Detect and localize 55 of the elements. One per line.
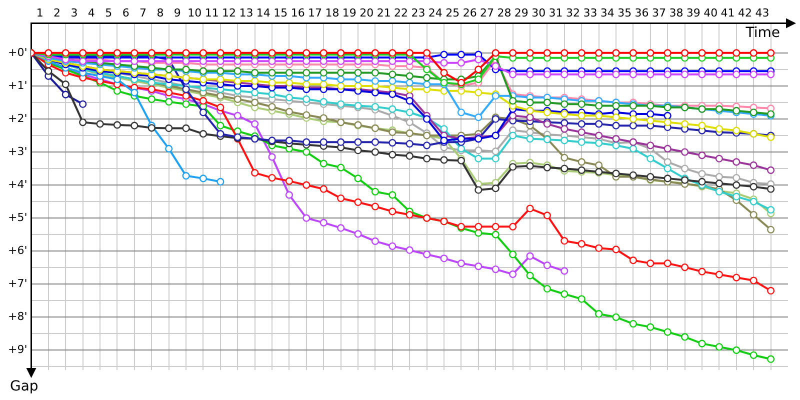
x-tick-label: 13	[239, 6, 254, 20]
x-tick-label: 11	[204, 6, 219, 20]
x-axis-title: Time	[744, 24, 780, 41]
y-tick-label: +5'	[8, 210, 28, 224]
x-tick-label: 41	[720, 6, 735, 20]
x-tick-label: 26	[462, 6, 477, 20]
x-tick-label: 2	[54, 6, 61, 20]
x-tick-label: 1	[36, 6, 44, 20]
x-tick-label: 25	[446, 6, 460, 20]
x-tick-label: 9	[174, 6, 181, 20]
x-tick-label: 20	[360, 6, 374, 20]
x-tick-label: 21	[376, 6, 391, 20]
x-tick-label: 5	[105, 6, 112, 20]
x-tick-label: 42	[738, 6, 752, 20]
x-tick-label: 14	[256, 6, 270, 20]
x-tick-label: 6	[122, 6, 130, 20]
x-tick-label: 40	[704, 6, 718, 20]
x-tick-label: 34	[600, 6, 614, 20]
x-tick-label: 19	[342, 6, 356, 20]
y-tick-label: +4'	[8, 178, 28, 191]
x-tick-label: 7	[140, 6, 147, 20]
x-tick-label: 18	[325, 6, 340, 20]
x-tick-label: 36	[634, 6, 649, 20]
y-tick-label: +7'	[8, 276, 28, 290]
y-tick-label: +3'	[8, 144, 28, 158]
x-tick-label: 15	[274, 6, 288, 20]
x-tick-label: 38	[669, 6, 684, 20]
y-tick-label: +8'	[8, 310, 28, 324]
x-tick-label: 35	[618, 6, 632, 20]
x-tick-label: 27	[480, 6, 494, 20]
x-tick-label: 39	[686, 6, 700, 20]
x-tick-label: 12	[222, 6, 236, 20]
x-tick-label: 17	[308, 6, 322, 20]
x-tick-label: 30	[532, 6, 546, 20]
x-tick-label: 22	[394, 6, 408, 20]
x-tick-label: 16	[290, 6, 305, 20]
x-tick-label: 37	[652, 6, 666, 20]
y-tick-label: +1'	[8, 78, 28, 92]
x-tick-label: 29	[514, 6, 528, 20]
x-tick-label: 28	[497, 6, 512, 20]
y-tick-label: +2'	[8, 112, 28, 125]
x-tick-label: 33	[583, 6, 598, 20]
y-tick-label: +6'	[8, 244, 28, 257]
x-tick-label: 43	[755, 6, 770, 20]
x-tick-label: 23	[411, 6, 426, 20]
y-tick-label: +0'	[8, 46, 28, 59]
x-tick-label: 10	[188, 6, 202, 20]
x-tick-label: 8	[156, 6, 164, 20]
y-axis-title: Gap	[10, 378, 38, 395]
y-tick-label: +9'	[8, 343, 28, 356]
x-tick-label: 31	[548, 6, 563, 20]
x-tick-label: 4	[88, 6, 95, 20]
x-tick-label: 32	[566, 6, 580, 20]
x-tick-label: 24	[428, 6, 442, 20]
x-tick-label: 3	[70, 6, 78, 20]
